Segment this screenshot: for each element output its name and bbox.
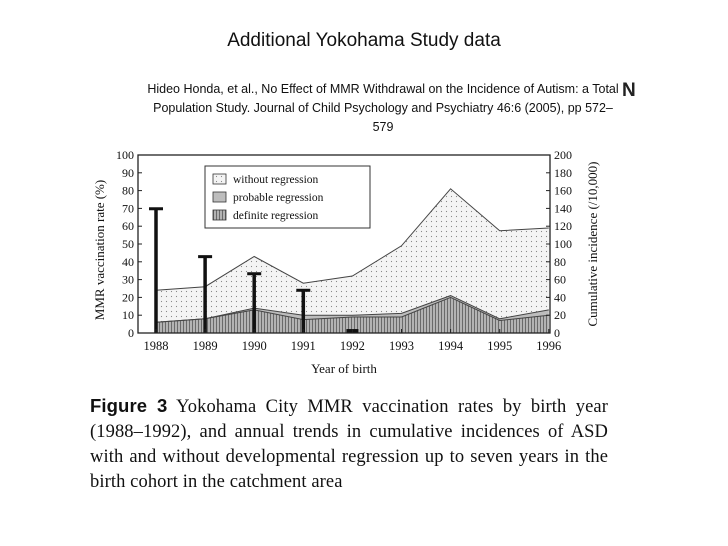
right-tick-label: 200 bbox=[554, 148, 572, 162]
right-tick-label: 100 bbox=[554, 237, 572, 251]
legend-swatch bbox=[212, 209, 227, 221]
slide-title: Additional Yokohama Study data bbox=[227, 30, 501, 51]
right-tick-label: 60 bbox=[554, 273, 566, 287]
left-tick-label: 80 bbox=[122, 184, 134, 198]
left-tick-label: 50 bbox=[122, 237, 134, 251]
left-tick-label: 70 bbox=[122, 201, 134, 215]
figure-label: Figure 3 bbox=[90, 395, 168, 416]
x-axis-title: Year of birth bbox=[311, 361, 377, 376]
right-tick-label: 160 bbox=[554, 184, 572, 198]
figure-chart: 0 10 20 30 40 50 60 70 80 90 100 0 20 40 60 80 100 120 140… bbox=[92, 148, 600, 376]
left-axis-title: MMR vaccination rate (%) bbox=[92, 180, 107, 320]
x-tick-label: 1992 bbox=[340, 339, 365, 353]
right-tick-label: 40 bbox=[554, 290, 566, 304]
left-tick-label: 20 bbox=[122, 290, 134, 304]
x-tick-label: 1996 bbox=[536, 339, 561, 353]
right-tick-label: 80 bbox=[554, 255, 566, 269]
left-tick-label: 90 bbox=[122, 166, 134, 180]
right-tick-label: 20 bbox=[554, 308, 566, 322]
left-tick-label: 10 bbox=[122, 308, 134, 322]
x-tick-label: 1993 bbox=[389, 339, 414, 353]
x-tick-label: 1994 bbox=[438, 339, 464, 353]
legend-label: without regression bbox=[233, 174, 319, 186]
right-tick-label: 120 bbox=[554, 219, 572, 233]
right-axis-title: Cumulative incidence (/10,000) bbox=[585, 162, 600, 327]
x-tick-label: 1989 bbox=[193, 339, 218, 353]
citation-text: Hideo Honda, et al., No Effect of MMR Wi… bbox=[147, 82, 619, 134]
right-tick-label: 0 bbox=[554, 326, 560, 340]
x-tick-label: 1991 bbox=[291, 339, 316, 353]
x-tick-label: 1995 bbox=[487, 339, 512, 353]
legend-box bbox=[204, 165, 371, 229]
x-tick-label: 1990 bbox=[242, 339, 267, 353]
left-tick-label: 100 bbox=[116, 148, 134, 162]
cut-off-letter: N bbox=[622, 80, 636, 101]
line-without-regression bbox=[155, 188, 549, 291]
right-tick-label: 140 bbox=[554, 201, 572, 215]
figure-caption: Figure 3 Yokohama City MMR vaccination r… bbox=[90, 393, 608, 495]
line-probable-regression bbox=[155, 295, 549, 323]
legend-swatch bbox=[212, 191, 227, 203]
legend-label: probable regression bbox=[233, 192, 324, 204]
figure-caption-text: Yokohama City MMR vaccination rates by b… bbox=[90, 397, 608, 492]
right-tick-label: 180 bbox=[554, 166, 572, 180]
legend-swatch bbox=[212, 173, 227, 185]
left-tick-label: 30 bbox=[122, 273, 134, 287]
x-tick-label: 1988 bbox=[144, 339, 169, 353]
left-tick-label: 40 bbox=[122, 255, 134, 269]
left-tick-label: 0 bbox=[128, 326, 134, 340]
line-definite-regression bbox=[155, 296, 549, 323]
left-tick-label: 60 bbox=[122, 219, 134, 233]
legend-label: definite regression bbox=[233, 210, 319, 222]
